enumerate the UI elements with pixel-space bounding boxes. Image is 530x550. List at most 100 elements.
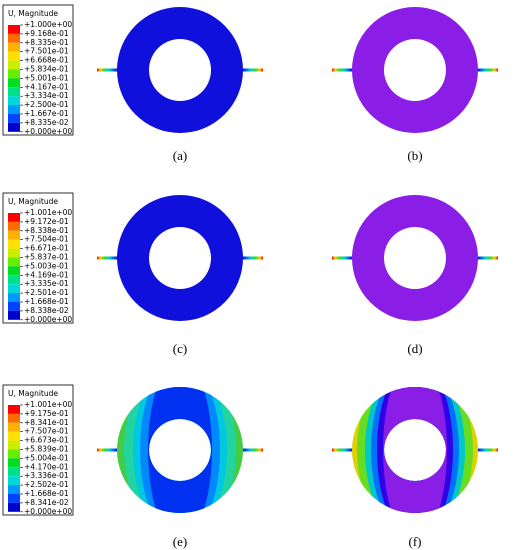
legend-label: +2.501e-01 (24, 288, 69, 297)
legend-label: +0.000e+00 (24, 127, 72, 136)
legend-swatch (8, 293, 20, 302)
legend-swatch (8, 60, 20, 70)
caption: (e) (173, 534, 187, 549)
rod (332, 448, 353, 452)
ring (352, 195, 478, 321)
legend-swatch (8, 122, 20, 132)
ring (352, 7, 478, 133)
rod (97, 448, 118, 452)
legend-swatch (8, 87, 20, 97)
legend-swatch (8, 302, 20, 311)
rod (242, 68, 263, 72)
legend-swatch (8, 78, 20, 88)
legend-swatch (8, 248, 20, 258)
legend-label: +6.671e-01 (24, 244, 69, 253)
legend-swatch (8, 266, 20, 276)
legend-swatch (8, 42, 20, 52)
legend-swatch (8, 51, 20, 61)
caption: (b) (407, 148, 422, 163)
rod (242, 256, 263, 260)
legend-label: +6.673e-01 (24, 436, 69, 445)
legend-label: +1.001e+00 (24, 400, 72, 409)
legend-label: +9.172e-01 (24, 217, 69, 226)
legend-label: +5.001e-01 (24, 73, 69, 82)
legend-label: +4.169e-01 (24, 270, 69, 279)
legend-label: +2.502e-01 (24, 480, 69, 489)
legend-swatch (8, 105, 20, 114)
legend-label: +8.335e-02 (24, 118, 69, 127)
legend-label: +5.839e-01 (24, 445, 69, 454)
legend-swatch (8, 431, 20, 441)
rod (477, 448, 498, 452)
rod (97, 68, 118, 72)
legend-label: +7.504e-01 (24, 235, 69, 244)
caption: (c) (173, 341, 187, 356)
rod (332, 256, 353, 260)
legend-swatch (8, 449, 20, 459)
ring (117, 387, 243, 513)
legend-swatch (8, 114, 20, 123)
legend-swatch (8, 458, 20, 468)
legend-label: +0.000e+00 (24, 507, 72, 516)
legend-label: +1.668e-01 (24, 297, 69, 306)
legend-swatch (8, 405, 20, 414)
legend-label: +4.170e-01 (24, 462, 69, 471)
legend-swatch (8, 275, 20, 285)
legend-swatch (8, 485, 20, 494)
legend-swatch (8, 502, 20, 512)
legend-label: +1.667e-01 (24, 109, 69, 118)
legend-label: +5.004e-01 (24, 453, 69, 462)
rod (242, 448, 263, 452)
caption: (d) (407, 341, 422, 356)
rod (477, 68, 498, 72)
legend-swatch (8, 422, 20, 432)
legend-label: +6.668e-01 (24, 56, 69, 65)
legend-label: +5.003e-01 (24, 261, 69, 270)
legend-label: +1.668e-01 (24, 489, 69, 498)
legend-label: +8.338e-02 (24, 306, 69, 315)
legend-label: +0.000e+00 (24, 315, 72, 324)
legend-swatch (8, 440, 20, 450)
legend-label: +4.167e-01 (24, 82, 69, 91)
legend-swatch (8, 467, 20, 477)
ring (117, 7, 243, 133)
legend-label: +3.334e-01 (24, 91, 69, 100)
contour-band (148, 387, 212, 513)
legend-label: +1.001e+00 (24, 208, 72, 217)
rod (97, 256, 118, 260)
legend-swatch (8, 239, 20, 249)
contour-band (383, 387, 447, 513)
legend-label: +5.834e-01 (24, 65, 69, 74)
legend-swatch (8, 25, 20, 34)
legend-label: +8.341e-01 (24, 418, 69, 427)
legend-title: U, Magnitude (8, 9, 58, 18)
ring (117, 195, 243, 321)
legend-title: U, Magnitude (8, 389, 58, 398)
legend-swatch (8, 213, 20, 222)
rod (477, 256, 498, 260)
legend-label: +8.338e-01 (24, 226, 69, 235)
legend-label: +2.500e-01 (24, 100, 69, 109)
legend-label: +1.000e+00 (24, 20, 72, 29)
legend-swatch (8, 230, 20, 240)
legend-label: +8.335e-01 (24, 38, 69, 47)
legend-label: +3.336e-01 (24, 471, 69, 480)
legend-swatch (8, 413, 20, 423)
legend-swatch (8, 284, 20, 294)
legend-swatch (8, 257, 20, 267)
legend-label: +7.507e-01 (24, 427, 69, 436)
rod (332, 68, 353, 72)
caption: (f) (409, 534, 422, 549)
legend-swatch (8, 33, 20, 43)
legend-label: +8.341e-02 (24, 498, 69, 507)
legend-label: +9.175e-01 (24, 409, 69, 418)
caption: (a) (173, 148, 187, 163)
legend-label: +7.501e-01 (24, 47, 69, 56)
legend-swatch (8, 221, 20, 231)
legend-label: +3.335e-01 (24, 279, 69, 288)
legend-label: +5.837e-01 (24, 253, 69, 262)
ring (352, 387, 478, 513)
legend-swatch (8, 476, 20, 486)
legend-label: +9.168e-01 (24, 29, 69, 38)
